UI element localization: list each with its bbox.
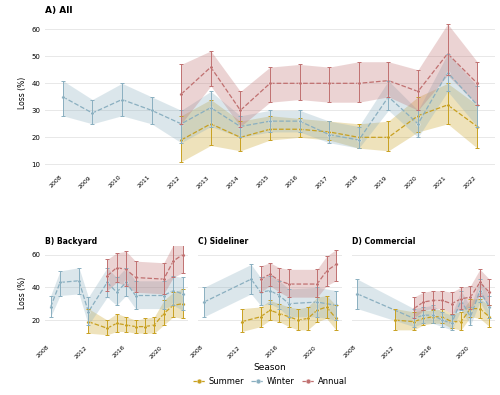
Text: C) Sideliner: C) Sideliner: [198, 237, 248, 246]
Y-axis label: Loss (%): Loss (%): [18, 277, 27, 309]
Text: D) Commercial: D) Commercial: [352, 237, 415, 246]
Y-axis label: Loss (%): Loss (%): [18, 77, 27, 109]
Text: B) Backyard: B) Backyard: [45, 237, 97, 246]
Legend: Summer, Winter, Annual: Summer, Winter, Annual: [190, 360, 350, 389]
Text: A) All: A) All: [45, 6, 72, 15]
